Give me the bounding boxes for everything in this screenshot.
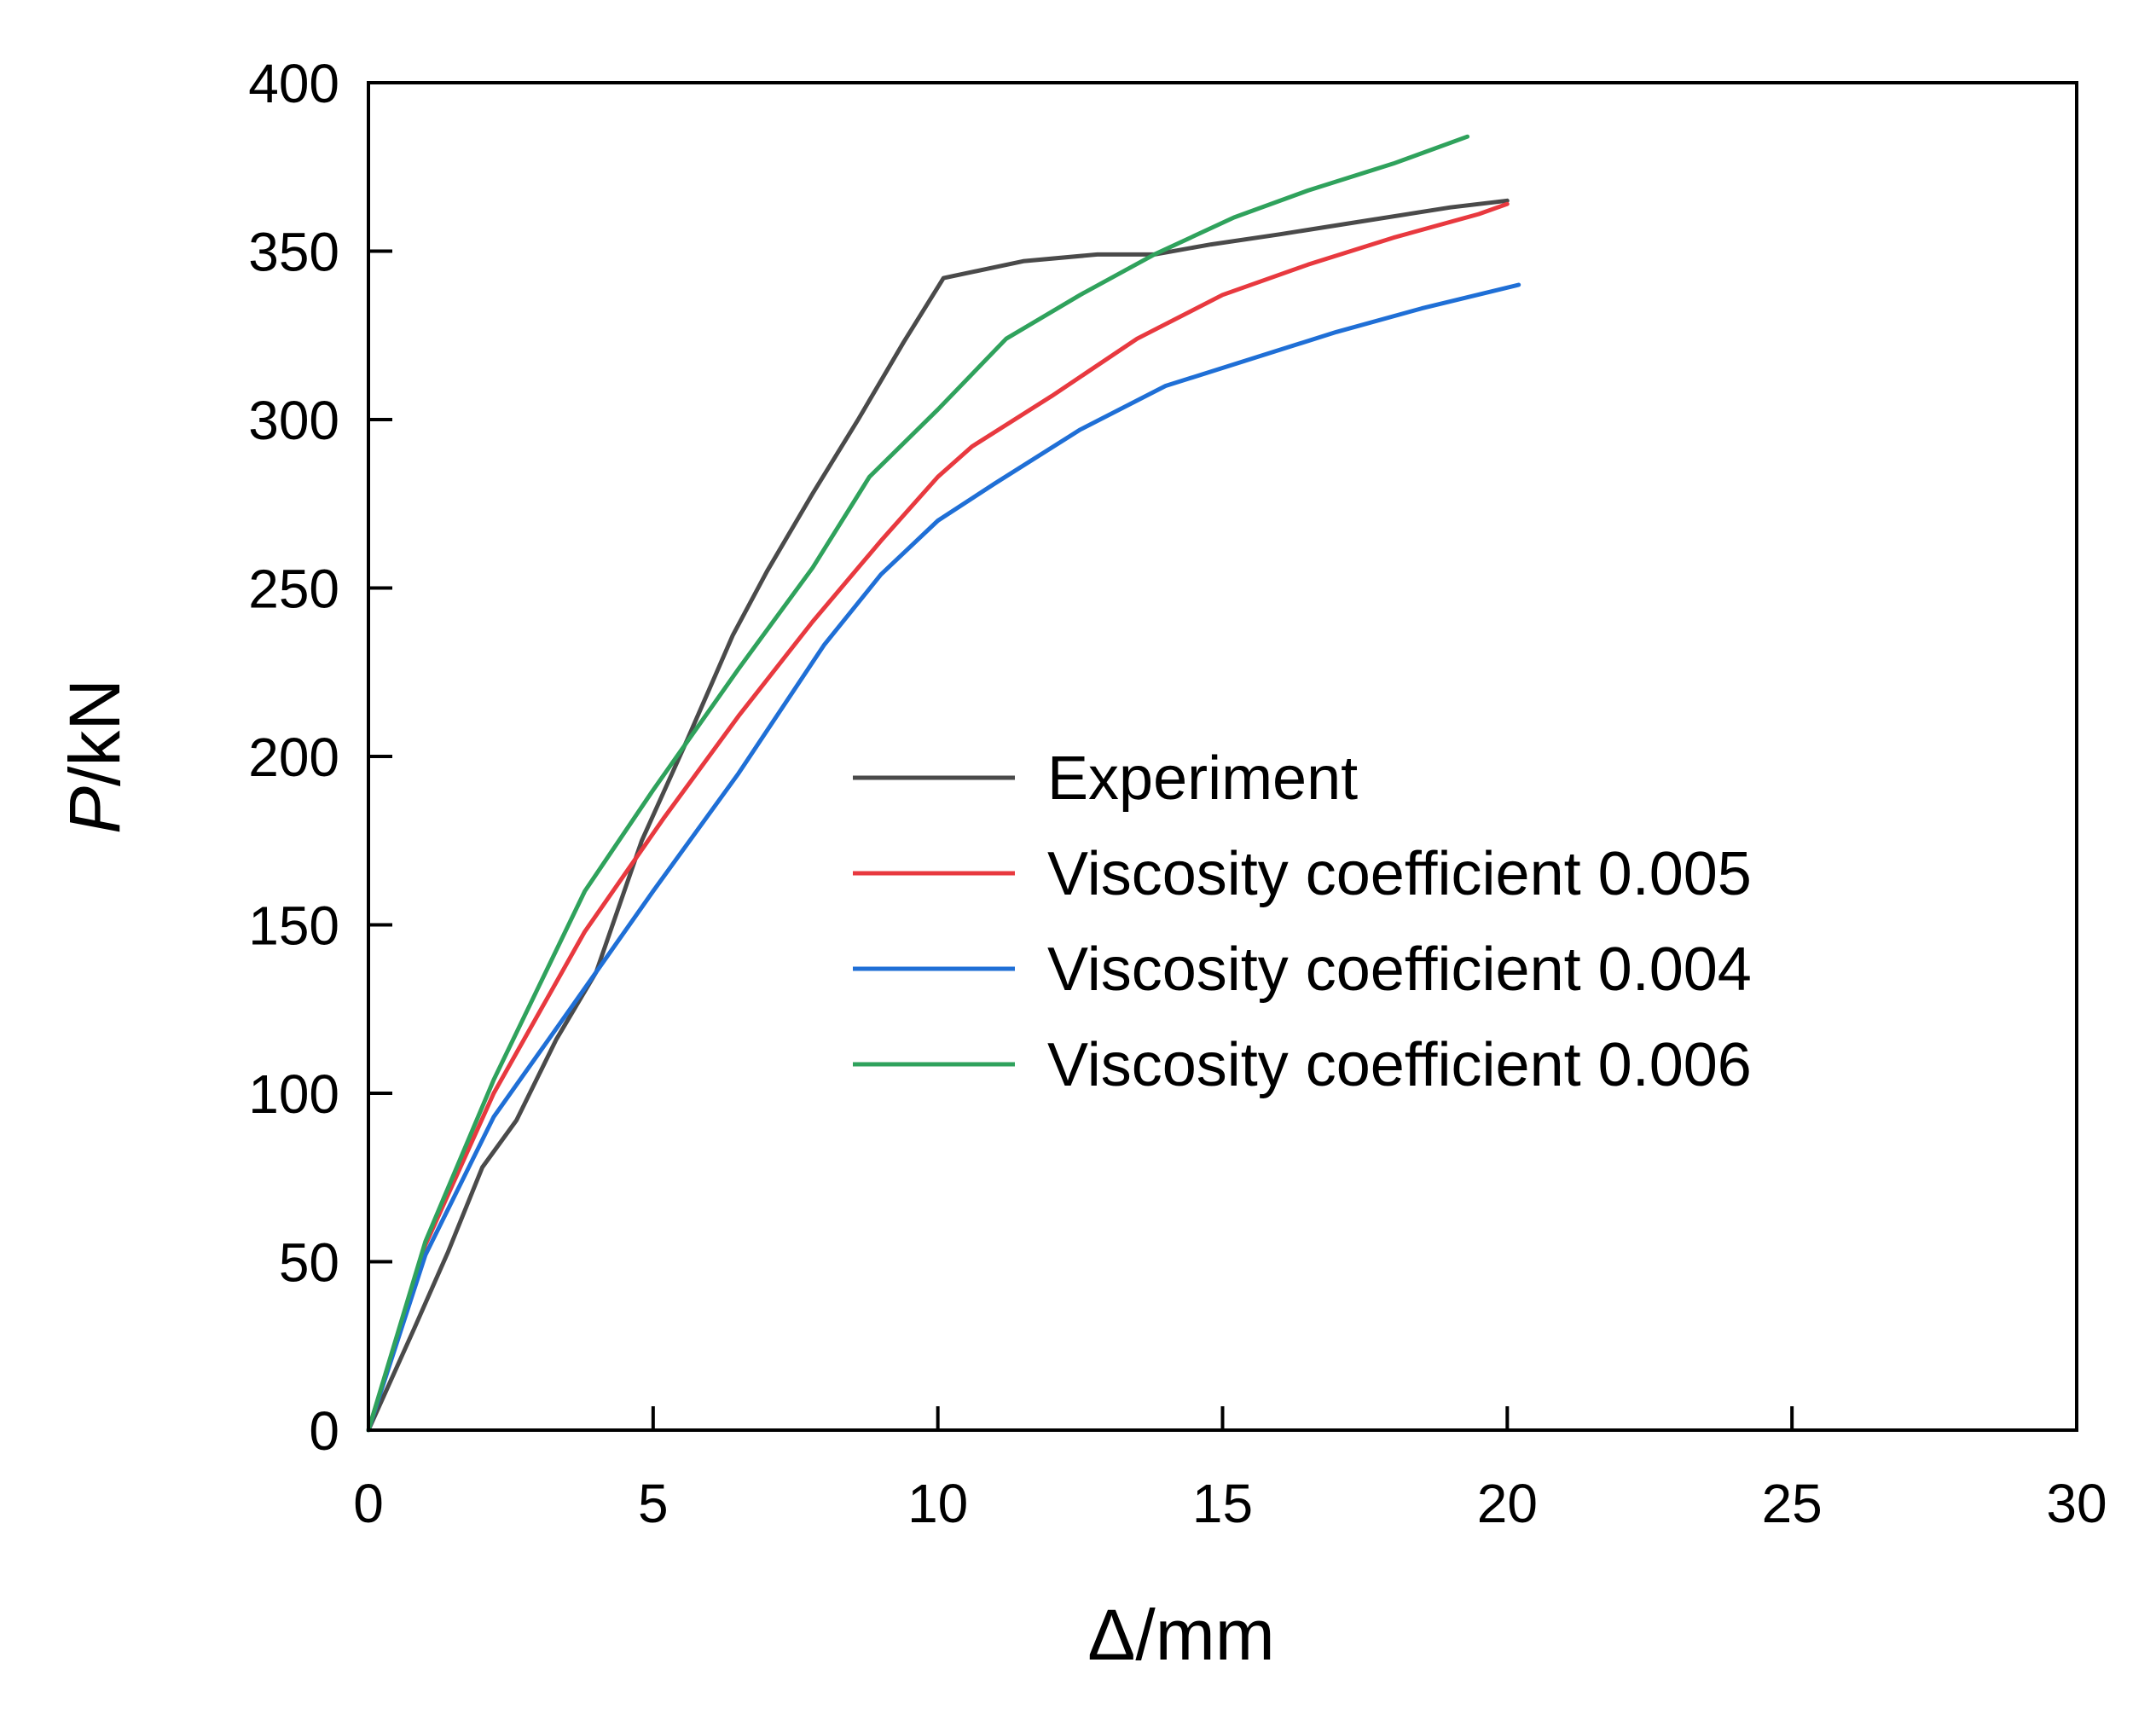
legend-label: Viscosity coefficient 0.005 xyxy=(1047,840,1752,908)
y-tick-label: 350 xyxy=(248,222,339,283)
plot-frame xyxy=(367,81,2078,1432)
series-line-3 xyxy=(366,282,1521,1433)
x-tick-label: 30 xyxy=(2046,1473,2107,1534)
legend-label: Experiment xyxy=(1047,744,1358,813)
x-tick-label: 20 xyxy=(1477,1473,1538,1534)
x-tick-label: 10 xyxy=(907,1473,968,1534)
series-line-2 xyxy=(366,201,1510,1433)
y-tick-label: 400 xyxy=(248,53,339,114)
x-tick-label: 25 xyxy=(1762,1473,1823,1534)
series-line-4 xyxy=(366,134,1470,1433)
x-axis-title: Δ/mm xyxy=(1087,1595,1274,1675)
y-axis-title-symbol: P xyxy=(55,786,135,834)
y-tick-label: 50 xyxy=(279,1232,339,1294)
y-tick-label: 200 xyxy=(248,727,339,788)
y-tick-label: 100 xyxy=(248,1063,339,1125)
x-tick-label: 0 xyxy=(353,1473,384,1534)
y-tick-label: 300 xyxy=(248,390,339,451)
series-line-1 xyxy=(366,198,1510,1433)
y-axis-title-unit: /kN xyxy=(55,679,135,786)
y-tick-label: 250 xyxy=(248,559,339,620)
y-tick-label: 0 xyxy=(309,1400,339,1462)
plot-series xyxy=(366,134,1521,1433)
legend-label: Viscosity coefficient 0.004 xyxy=(1047,936,1752,1004)
y-tick-label: 150 xyxy=(248,895,339,957)
legend: Experiment Viscosity coefficient 0.005 Vis… xyxy=(853,744,1752,1099)
y-axis-title: P/kN xyxy=(55,679,135,834)
x-tick-label: 5 xyxy=(638,1473,669,1534)
legend-label: Viscosity coefficient 0.006 xyxy=(1047,1031,1752,1099)
x-tick-label: 15 xyxy=(1192,1473,1253,1534)
